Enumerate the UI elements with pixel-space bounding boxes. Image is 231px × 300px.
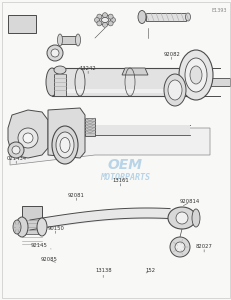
Bar <box>60 36 78 44</box>
Text: 13242: 13242 <box>79 66 96 74</box>
Text: 92081: 92081 <box>68 193 85 200</box>
Text: 92085: 92085 <box>40 257 57 262</box>
Bar <box>194 78 229 86</box>
Text: 021434: 021434 <box>6 156 26 164</box>
Text: MOTORPARTS: MOTORPARTS <box>100 173 149 182</box>
Bar <box>52 68 194 96</box>
Ellipse shape <box>163 74 185 106</box>
Polygon shape <box>10 128 209 165</box>
Bar <box>22 206 42 234</box>
Bar <box>8 15 36 33</box>
Text: 90150: 90150 <box>47 226 64 233</box>
Text: 82027: 82027 <box>195 244 212 252</box>
Circle shape <box>8 142 24 158</box>
Circle shape <box>102 13 107 18</box>
Bar <box>85 125 189 135</box>
Bar <box>54 74 66 96</box>
Ellipse shape <box>57 34 62 46</box>
Ellipse shape <box>137 11 145 23</box>
Ellipse shape <box>56 132 74 158</box>
Ellipse shape <box>37 218 47 236</box>
Bar <box>145 13 185 21</box>
Bar <box>52 89 194 93</box>
Polygon shape <box>122 68 147 75</box>
Text: 920814: 920814 <box>179 200 200 206</box>
Ellipse shape <box>75 34 80 46</box>
Circle shape <box>108 14 113 19</box>
Ellipse shape <box>60 137 70 152</box>
Ellipse shape <box>97 15 112 25</box>
Ellipse shape <box>189 66 201 84</box>
Ellipse shape <box>185 13 190 21</box>
Circle shape <box>94 17 99 22</box>
Text: 92145: 92145 <box>31 243 51 249</box>
Circle shape <box>47 45 63 61</box>
Circle shape <box>96 14 101 19</box>
Circle shape <box>108 21 113 26</box>
Ellipse shape <box>167 80 181 100</box>
Ellipse shape <box>16 217 28 237</box>
Ellipse shape <box>54 66 66 74</box>
Polygon shape <box>48 108 85 158</box>
Bar <box>85 118 94 136</box>
Polygon shape <box>8 110 48 158</box>
Ellipse shape <box>191 209 199 227</box>
Circle shape <box>96 21 101 26</box>
Ellipse shape <box>185 68 203 96</box>
Ellipse shape <box>178 50 212 100</box>
Circle shape <box>174 242 184 252</box>
Circle shape <box>169 237 189 257</box>
Ellipse shape <box>46 68 58 96</box>
Text: 13161: 13161 <box>112 178 128 186</box>
Ellipse shape <box>13 220 21 234</box>
Text: 13138: 13138 <box>94 268 111 278</box>
Circle shape <box>102 22 107 27</box>
Text: 152: 152 <box>145 268 155 273</box>
Circle shape <box>51 49 59 57</box>
Ellipse shape <box>101 17 108 22</box>
Circle shape <box>175 212 187 224</box>
Text: E1393: E1393 <box>211 8 226 13</box>
Text: 92082: 92082 <box>163 52 179 59</box>
Circle shape <box>12 146 20 154</box>
Circle shape <box>18 128 38 148</box>
Text: 13168: 13168 <box>49 151 66 158</box>
Ellipse shape <box>167 207 195 229</box>
Circle shape <box>110 17 115 22</box>
Circle shape <box>23 133 33 143</box>
Ellipse shape <box>184 58 206 92</box>
Text: OEM: OEM <box>107 158 142 172</box>
Ellipse shape <box>52 126 78 164</box>
